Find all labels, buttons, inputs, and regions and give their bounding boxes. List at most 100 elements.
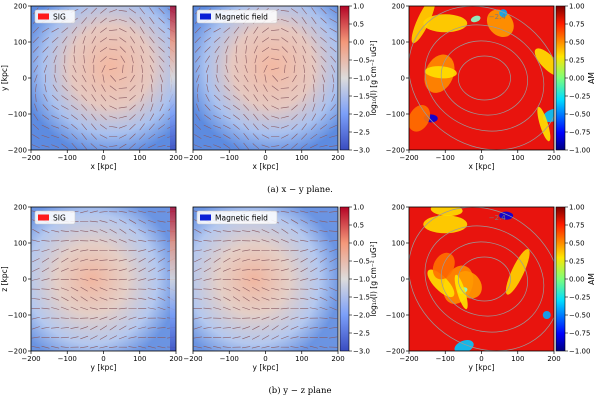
x-tick-label: 200 [331,355,344,363]
field-vector [139,113,145,121]
field-vector [61,115,69,120]
field-vector [128,228,137,234]
am-patch [454,340,474,351]
field-vector [301,113,307,121]
field-vector [213,125,222,129]
field-vector [91,36,97,44]
x-tick-label: −100 [220,154,239,162]
colorbar-tick-label: 0.00 [569,75,585,83]
field-vector [205,94,210,102]
field-vector [261,47,270,52]
x-tick-label: 100 [511,154,524,162]
field-vector [138,257,146,263]
field-vector [242,296,250,302]
field-vector [41,257,50,263]
colorbar-tick-label: −3.0 [353,147,370,155]
field-vector [31,316,40,320]
colorbar-tick-label: 0.50 [569,39,585,47]
field-vector [148,133,156,140]
field-vector [261,144,270,148]
field-vector [203,257,212,263]
field-vector [44,84,47,93]
field-vector [100,56,107,62]
field-vector [91,113,97,121]
field-vector [213,144,222,148]
field-vector [51,37,59,43]
field-vector [147,219,156,224]
field-vector [138,143,146,149]
field-vector [158,46,165,53]
field-vector [280,316,289,320]
am-patch [427,269,455,298]
field-vector [122,64,124,73]
field-vector [89,220,98,223]
field-vector [157,248,166,253]
field-vector [43,64,48,73]
field-vector [280,278,289,281]
field-vector [43,55,48,63]
field-vector [89,307,98,310]
field-vector [281,134,289,139]
field-vector [261,37,270,43]
am-patch [409,105,431,132]
field-vector [223,296,231,301]
field-vector [109,346,118,348]
field-vector [319,327,328,329]
field-vector [224,36,230,44]
field-vector [109,287,118,291]
field-vector [329,220,338,223]
contour-line [440,241,528,317]
field-vector [61,134,69,139]
field-vector [100,94,107,102]
field-vector [251,278,260,281]
field-vector [51,278,60,281]
field-vector [329,306,338,311]
field-vector [242,269,251,271]
y-tick-label: 100 [392,39,405,47]
field-vector [138,297,147,300]
field-vector [159,65,164,73]
field-vector [271,316,280,320]
field-vector [52,94,59,101]
field-vector [138,317,147,320]
field-vector [203,278,212,281]
field-vector [34,74,38,83]
field-vector [271,105,279,110]
field-vector [215,55,219,64]
field-vector [300,267,308,272]
field-vector [280,307,289,310]
field-vector [70,268,79,272]
x-tick-label: 200 [169,154,182,162]
field-vector [60,248,69,253]
y-tick-label: −200 [386,147,405,155]
am-patch [542,108,554,123]
colorbar-label: AM [587,273,596,285]
legend-swatch [38,214,49,221]
x-tick-label: 0 [479,355,483,363]
field-vector [329,114,337,120]
field-vector [290,316,299,320]
field-vector [291,8,298,14]
field-vector [213,327,222,329]
field-vector [34,103,38,112]
field-vector [33,55,39,63]
field-vector [70,326,79,329]
field-vector [213,229,222,233]
field-vector [129,95,136,101]
field-vector [80,286,88,292]
field-vector [51,115,59,120]
field-vector [252,133,259,140]
field-vector [140,45,145,54]
field-vector [41,307,50,310]
field-vector [213,257,221,263]
field-vector [232,326,241,329]
field-vector [329,27,337,33]
field-vector [147,327,156,329]
field-vector [300,326,309,330]
field-vector [281,46,288,53]
x-tick-label: 100 [295,154,308,162]
field-vector [129,26,136,34]
field-vector [213,278,222,281]
colorbar-tick-label: 0.00 [569,276,585,284]
